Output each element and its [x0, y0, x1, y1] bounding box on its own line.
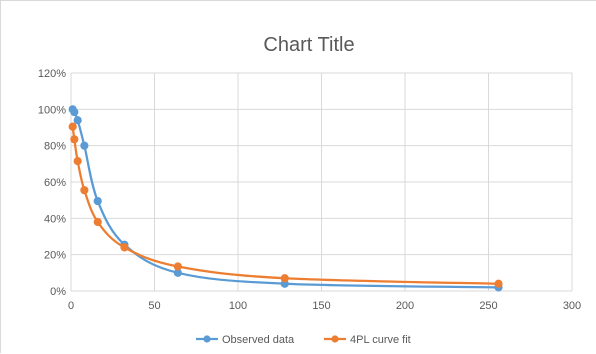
chart-title: Chart Title	[263, 34, 354, 56]
legend-marker	[203, 335, 211, 343]
x-tick-label: 200	[396, 300, 414, 312]
series-observed-data	[68, 105, 503, 292]
gridlines	[70, 72, 573, 292]
legend: Observed data 4PL curve fit	[196, 334, 411, 346]
y-tick-label: 120%	[38, 68, 66, 80]
data-point	[73, 116, 82, 125]
x-tick-label: 250	[479, 300, 497, 312]
data-point	[80, 186, 89, 195]
data-point	[280, 274, 289, 283]
x-tick-label: 150	[312, 300, 330, 312]
y-tick-label: 100%	[38, 104, 66, 116]
series-layer	[68, 105, 503, 292]
data-point	[70, 135, 79, 144]
y-tick-label: 80%	[44, 141, 66, 153]
x-tick-label: 50	[148, 300, 160, 312]
data-point	[93, 217, 102, 227]
x-tick-label: 100	[229, 300, 247, 312]
legend-marker	[331, 335, 339, 343]
legend-label: 4PL curve fit	[350, 334, 411, 346]
legend-label: Observed data	[222, 334, 295, 346]
series-line	[71, 126, 499, 285]
data-point	[70, 107, 79, 117]
data-point	[173, 262, 182, 271]
data-point	[120, 243, 129, 252]
data-point	[68, 122, 77, 131]
axis-ticks: 0% 20% 40% 60% 80% 100% 120% 0 50 100 150 200 250 300	[38, 68, 581, 312]
y-tick-label: 60%	[44, 177, 66, 189]
data-point	[73, 157, 82, 166]
y-tick-label: 0%	[50, 286, 66, 298]
data-point	[93, 196, 102, 206]
data-point	[494, 279, 503, 288]
series-line	[71, 108, 499, 289]
legend-item: Observed data	[196, 334, 295, 346]
data-point	[80, 141, 89, 150]
x-tick-label: 0	[68, 300, 74, 312]
series-4pl-curve-fit	[68, 122, 503, 288]
y-tick-label: 40%	[44, 213, 66, 225]
legend-item: 4PL curve fit	[324, 334, 411, 346]
x-tick-label: 300	[563, 300, 581, 312]
y-tick-label: 20%	[44, 250, 66, 262]
